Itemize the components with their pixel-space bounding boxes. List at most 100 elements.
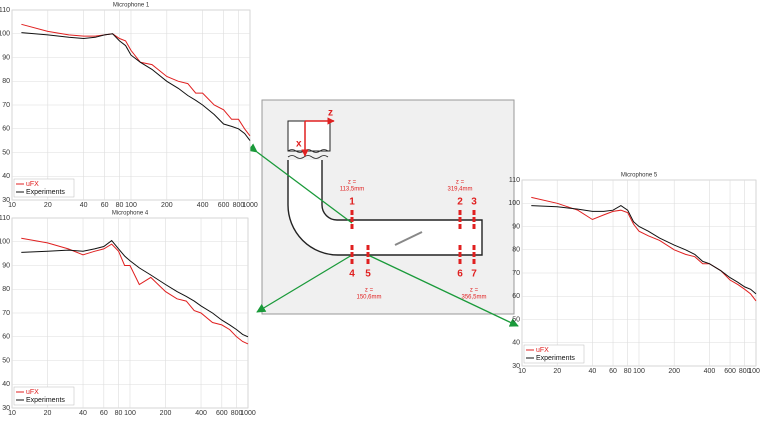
y-tick-label: 70 [512, 270, 520, 277]
y-tick-label: 110 [509, 177, 520, 184]
x-tick-label: 200 [668, 368, 680, 375]
x-tick-label: 100 [124, 410, 136, 417]
y-tick-label: 90 [2, 54, 10, 61]
legend-label: Experiments [26, 397, 65, 404]
series-line [21, 32, 251, 141]
x-tick-label: 100 [125, 202, 137, 209]
x-tick-label: 400 [195, 410, 207, 417]
legend-label: Experiments [536, 355, 575, 362]
connector-arrow [247, 143, 353, 224]
x-tick-label: 200 [161, 202, 173, 209]
y-tick-label: 90 [2, 262, 10, 269]
x-tick-label: 800 [739, 368, 751, 375]
y-tick-label: 80 [512, 247, 520, 254]
x-tick-label: 80 [115, 410, 123, 417]
x-tick-label: 80 [624, 368, 632, 375]
dimension-label: z = [470, 288, 479, 294]
x-tick-label: 60 [101, 202, 109, 209]
x-tick-label: 10 [8, 410, 16, 417]
x-tick-label: 800 [233, 202, 245, 209]
y-tick-label: 110 [0, 215, 10, 222]
x-tick-label: 100 [633, 368, 645, 375]
x-tick-label: 40 [589, 368, 597, 375]
x-tick-label: 600 [218, 202, 230, 209]
chart: Microphone 4 30 40 50 60 70 80 90 100 110 10 20 40 60… [0, 211, 256, 417]
chart: Microphone 1 30 40 50 60 70 80 90 100 110 10 20 40 60… [0, 3, 258, 209]
x-tick-label: 10 [518, 368, 526, 375]
x-tick-label: 10 [8, 202, 16, 209]
microphone-label: 4 [349, 269, 355, 280]
microphone-label: 5 [365, 269, 371, 280]
y-tick-label: 100 [0, 239, 10, 246]
microphone-label: 3 [471, 197, 477, 208]
dimension-label: z = [456, 180, 465, 186]
x-tick-label: 80 [116, 202, 124, 209]
y-tick-label: 50 [512, 316, 520, 323]
y-tick-label: 30 [2, 197, 10, 204]
y-tick-label: 100 [508, 200, 520, 207]
x-tick-label: 60 [100, 410, 108, 417]
x-tick-label: 40 [79, 410, 87, 417]
x-tick-label: 40 [80, 202, 88, 209]
microphone-label: 7 [471, 269, 477, 280]
legend-label: uFX [26, 389, 39, 396]
legend-box [13, 386, 75, 406]
x-tick-label: 20 [44, 410, 52, 417]
x-tick-label: 800 [231, 410, 243, 417]
chart: Microphone 5 30 40 50 60 70 80 90 100 110 10 20 40 60… [508, 173, 760, 375]
diagram: z x [247, 99, 519, 327]
x-tick-label: 1000 [240, 410, 256, 417]
dimension-label: 356,5mm [461, 295, 486, 301]
dimension-label: 150,6mm [356, 295, 381, 301]
chart-title: Microphone 5 [621, 173, 658, 179]
y-tick-label: 50 [2, 149, 10, 156]
microphone-label: 2 [457, 197, 463, 208]
dimension-label: 113,5mm [340, 187, 365, 193]
source-box [287, 120, 331, 152]
y-tick-label: 60 [2, 334, 10, 341]
legend-label: uFX [26, 181, 39, 188]
y-tick-label: 70 [2, 310, 10, 317]
y-tick-label: 100 [0, 31, 10, 38]
axis-label: z [328, 108, 333, 119]
legend-label: Experiments [26, 189, 65, 196]
y-tick-label: 60 [2, 126, 10, 133]
chart-title: Microphone 1 [113, 3, 150, 9]
x-tick-label: 60 [609, 368, 617, 375]
dimension-label: 319,4mm [447, 187, 472, 193]
series-line [531, 205, 757, 295]
y-tick-label: 90 [512, 223, 520, 230]
x-tick-label: 200 [160, 410, 172, 417]
axis-label: x [296, 139, 302, 150]
y-tick-label: 110 [0, 7, 10, 14]
legend-label: uFX [536, 347, 549, 354]
x-tick-label: 400 [704, 368, 716, 375]
y-tick-label: 40 [2, 173, 10, 180]
y-tick-label: 70 [2, 102, 10, 109]
x-tick-label: 600 [216, 410, 228, 417]
pipe [287, 160, 483, 256]
y-tick-label: 40 [512, 340, 520, 347]
y-tick-label: 80 [2, 78, 10, 85]
flow-mark [394, 231, 423, 246]
x-tick-label: 400 [197, 202, 209, 209]
series-line [21, 237, 249, 345]
dimension-label: z = [365, 288, 374, 294]
y-tick-label: 60 [512, 293, 520, 300]
chart-title: Microphone 4 [112, 211, 149, 217]
y-tick-label: 30 [512, 363, 520, 370]
x-tick-label: 20 [44, 202, 52, 209]
legend-box [523, 344, 585, 364]
x-tick-label: 1000 [242, 202, 258, 209]
y-tick-label: 30 [2, 405, 10, 412]
microphone-label: 1 [349, 197, 355, 208]
microphone-label: 6 [457, 269, 463, 280]
x-tick-label: 1000 [748, 368, 760, 375]
y-tick-label: 50 [2, 357, 10, 364]
connector-arrow [256, 254, 353, 313]
y-tick-label: 40 [2, 381, 10, 388]
connector-arrow [367, 254, 519, 327]
x-tick-label: 20 [553, 368, 561, 375]
legend-box [13, 178, 75, 198]
